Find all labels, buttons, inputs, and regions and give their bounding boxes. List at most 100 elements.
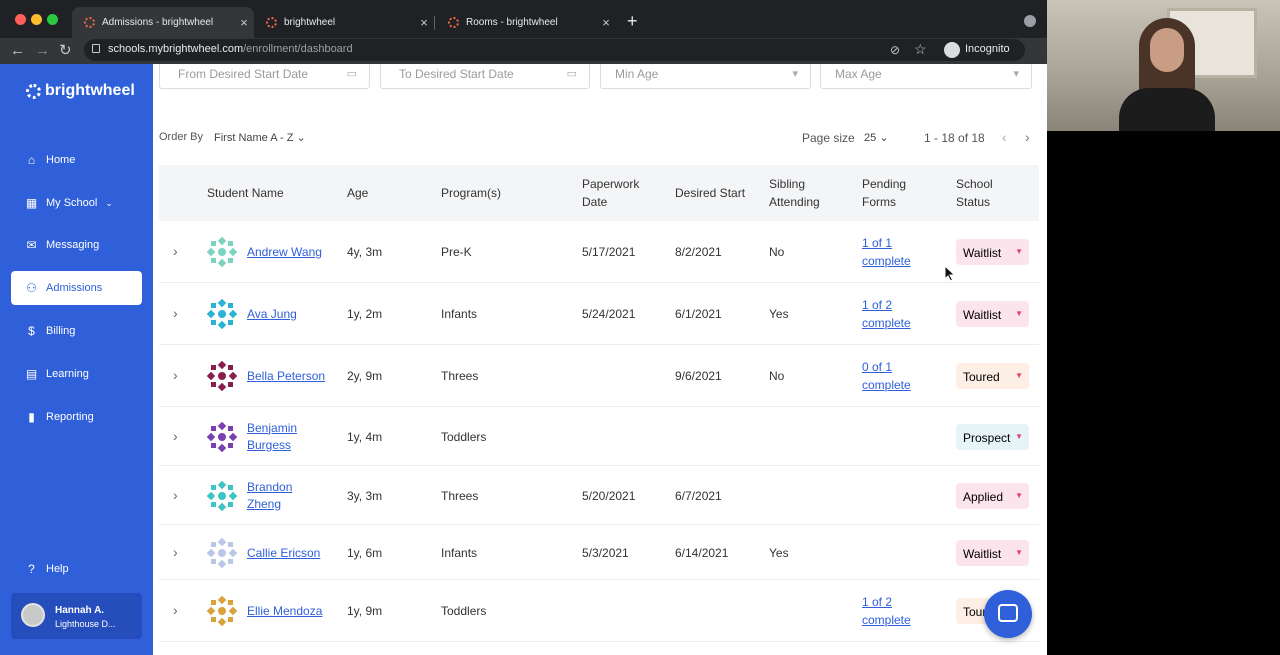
school-status-select[interactable]: Waitlist ▼ <box>956 301 1029 327</box>
student-age: 2y, 9m <box>347 369 383 383</box>
tab-search-icon[interactable] <box>1024 15 1036 27</box>
sidebar-item-label: Home <box>46 154 76 166</box>
student-program: Infants <box>441 545 478 560</box>
back-arrow-icon[interactable]: ← <box>10 42 25 59</box>
from-date-filter[interactable]: From Desired Start Date ▭ <box>159 64 370 89</box>
sidebar-item-messaging[interactable]: ✉ Messaging <box>11 228 142 262</box>
brightwheel-favicon-icon <box>448 17 459 28</box>
school-icon: ▦ <box>25 196 38 210</box>
page-size-select[interactable]: 25 ⌄ <box>864 131 889 144</box>
chevron-right-icon[interactable]: › <box>173 367 178 383</box>
table-row[interactable]: › Andrew Wang 4y, 3m Pre-K 5/17/2021 8/2/2021… <box>159 221 1039 283</box>
header-programs[interactable]: Program(s) <box>441 186 502 200</box>
chevron-right-icon[interactable]: › <box>173 602 178 618</box>
table-row[interactable]: › Brandon Zheng 3y, 3m Threes 5/20/2021 6/7/20… <box>159 466 1039 525</box>
sidebar-item-reporting[interactable]: ▮ Reporting <box>11 400 142 434</box>
header-line: Attending <box>769 195 820 209</box>
sidebar-item-admissions[interactable]: ⚇ Admissions <box>11 271 142 305</box>
minimize-window-button[interactable] <box>31 14 42 25</box>
zoom-window-button[interactable] <box>47 14 58 25</box>
tab-rooms[interactable]: Rooms - brightwheel × <box>436 7 616 38</box>
sidebar-item-home[interactable]: ⌂ Home <box>11 143 142 177</box>
tab-strip: Admissions - brightwheel × brightwheel ×… <box>0 0 1047 38</box>
to-date-filter[interactable]: To Desired Start Date ▭ <box>380 64 590 89</box>
student-name-link[interactable]: Andrew Wang <box>247 244 322 261</box>
order-by-select[interactable]: First Name A - Z ⌄ <box>214 131 306 144</box>
header-age[interactable]: Age <box>347 186 369 200</box>
student-avatar-icon <box>207 421 237 452</box>
new-tab-plus-icon[interactable]: + <box>627 11 638 31</box>
header-school-status[interactable]: School Status <box>956 175 993 211</box>
chevron-right-icon[interactable]: › <box>173 427 178 444</box>
close-icon[interactable]: × <box>420 15 428 30</box>
address-bar[interactable]: schools.mybrightwheel.com/enrollment/das… <box>84 39 1025 61</box>
table-row[interactable]: › Bella Peterson 2y, 9m Threes 9/6/2021 No 0 o… <box>159 345 1039 407</box>
max-age-select[interactable]: Max Age ▾ <box>820 64 1032 89</box>
bookmark-star-icon[interactable]: ☆ <box>914 41 927 57</box>
lock-icon <box>92 44 100 53</box>
chevron-right-icon[interactable]: › <box>1025 129 1030 145</box>
tab-title: brightwheel <box>284 17 336 28</box>
close-icon[interactable]: × <box>240 15 248 30</box>
student-name-link[interactable]: Benjamin Burgess <box>247 420 297 454</box>
chevron-right-icon[interactable]: › <box>173 305 178 321</box>
status-value: Waitlist <box>963 546 1002 561</box>
sidebar-item-label: Admissions <box>46 282 103 294</box>
incognito-icon <box>944 42 960 58</box>
desired-start-date: 8/2/2021 <box>675 245 722 259</box>
close-window-button[interactable] <box>15 14 26 25</box>
school-status-select[interactable]: Prospect ▼ <box>956 423 1029 450</box>
pending-forms-line: 0 of 1 <box>862 360 893 374</box>
min-age-select[interactable]: Min Age ▾ <box>600 64 811 89</box>
tab-admissions[interactable]: Admissions - brightwheel × <box>72 7 254 38</box>
school-status-select[interactable]: Waitlist ▼ <box>956 539 1029 566</box>
pending-forms-link[interactable]: 0 of 1 complete <box>862 358 911 394</box>
header-student-name[interactable]: Student Name <box>207 186 284 200</box>
brightwheel-favicon-icon <box>84 17 95 28</box>
forward-arrow-icon[interactable]: → <box>35 42 50 59</box>
browser-window: Admissions - brightwheel × brightwheel ×… <box>0 0 1047 655</box>
pending-forms-link[interactable]: 1 of 2 complete <box>862 593 911 629</box>
header-paperwork-date[interactable]: Paperwork Date <box>582 175 639 211</box>
student-name-link[interactable]: Callie Ericson <box>247 545 320 562</box>
browser-toolbar: ← → ↻ schools.mybrightwheel.com/enrollme… <box>0 38 1047 64</box>
sidebar-item-learning[interactable]: ▤ Learning <box>11 357 142 391</box>
school-status-select[interactable]: Applied ▼ <box>956 482 1029 509</box>
brightwheel-logo[interactable]: brightwheel <box>26 82 135 100</box>
student-name-link[interactable]: Ava Jung <box>247 306 297 323</box>
student-name-link[interactable]: Ellie Mendoza <box>247 603 322 620</box>
tab-title: Rooms - brightwheel <box>466 17 558 28</box>
student-name-link[interactable]: Bella Peterson <box>247 368 325 385</box>
table-row[interactable]: › Callie Ericson 1y, 6m Infants 5/3/2021 6/14… <box>159 525 1039 580</box>
chat-support-button[interactable] <box>984 590 1032 638</box>
sidebar-item-my-school[interactable]: ▦ My School ⌄ <box>11 186 142 220</box>
user-menu[interactable]: Hannah A. Lighthouse D... <box>11 593 142 639</box>
chevron-right-icon[interactable]: › <box>173 486 178 503</box>
pending-forms-link[interactable]: 1 of 2 complete <box>862 296 911 332</box>
chevron-right-icon[interactable]: › <box>173 543 178 560</box>
header-pending-forms[interactable]: Pending Forms <box>862 175 906 211</box>
sibling-attending: No <box>769 245 785 259</box>
header-line: Paperwork <box>582 177 640 191</box>
table-row[interactable]: › Benjamin Burgess 1y, 4m Toddlers Prospect ▼ <box>159 407 1039 466</box>
reload-icon[interactable]: ↻ <box>59 42 72 59</box>
close-icon[interactable]: × <box>602 15 610 30</box>
table-row[interactable]: › Ava Jung 1y, 2m Infants 5/24/2021 6/1/2021 Y… <box>159 283 1039 345</box>
chevron-left-icon[interactable]: ‹ <box>1002 129 1007 145</box>
chevron-right-icon[interactable]: › <box>173 243 178 259</box>
school-status-select[interactable]: Toured ▼ <box>956 363 1029 389</box>
header-desired-start[interactable]: Desired Start <box>675 186 746 200</box>
paperwork-date: 5/20/2021 <box>582 488 636 503</box>
header-sibling-attending[interactable]: Sibling Attending <box>769 175 820 211</box>
url-text[interactable]: schools.mybrightwheel.com/enrollment/das… <box>108 43 353 55</box>
pending-forms-link[interactable]: 1 of 1 complete <box>862 234 911 270</box>
sidebar-item-help[interactable]: ? Help <box>11 552 142 586</box>
eye-off-icon[interactable]: ⊘ <box>890 43 901 57</box>
table-row[interactable]: › Ellie Mendoza 1y, 9m Toddlers 1 of 2 comple… <box>159 580 1039 642</box>
tab-brightwheel[interactable]: brightwheel × <box>254 7 434 38</box>
reporting-icon: ▮ <box>28 410 35 424</box>
sidebar-item-billing[interactable]: $ Billing <box>11 314 142 348</box>
student-name-link[interactable]: Brandon Zheng <box>247 479 292 513</box>
student-name-line: Andrew Wang <box>247 245 322 259</box>
school-status-select[interactable]: Waitlist ▼ <box>956 239 1029 265</box>
